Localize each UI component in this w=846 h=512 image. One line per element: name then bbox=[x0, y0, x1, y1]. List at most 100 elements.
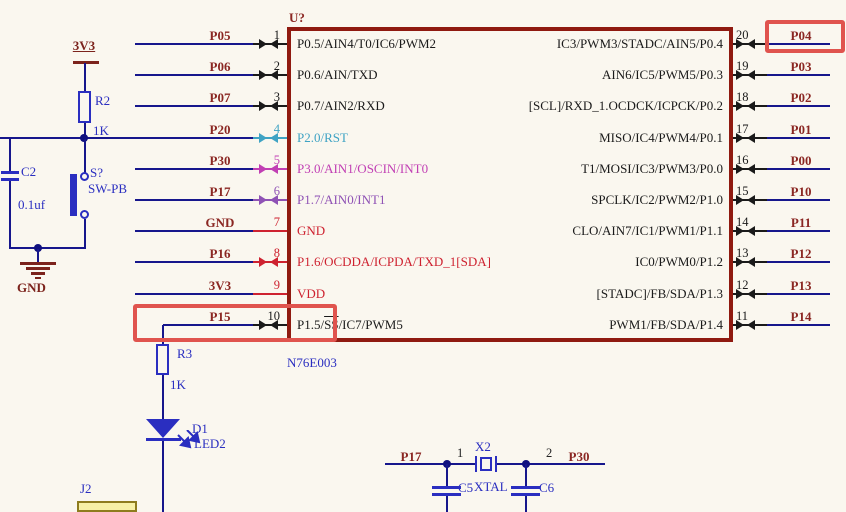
wire bbox=[9, 181, 11, 249]
resistor-r2-value[interactable]: 1K bbox=[93, 123, 109, 138]
resistor-r3[interactable] bbox=[156, 344, 169, 375]
pin-direction-icon bbox=[270, 164, 278, 174]
led-d1[interactable] bbox=[146, 419, 180, 438]
crystal-x2-body[interactable] bbox=[480, 457, 492, 471]
pin-direction-icon bbox=[747, 133, 755, 143]
pin-name-P30: P3.0/AIN1/OSCIN/INT0 bbox=[297, 161, 429, 176]
pin-7[interactable] bbox=[253, 230, 287, 232]
led-d1-value[interactable]: LED2 bbox=[194, 436, 226, 451]
pin-number: 19 bbox=[736, 59, 749, 73]
pin-name-P02: [SCL]/RXD_1.OCDCK/ICPCK/P0.2 bbox=[528, 98, 723, 113]
pin-direction-icon bbox=[736, 133, 744, 143]
net-label-P05[interactable]: P05 bbox=[209, 28, 231, 43]
resistor-r2-designator[interactable]: R2 bbox=[95, 93, 111, 108]
net-label-P16[interactable]: P16 bbox=[209, 246, 231, 261]
switch-designator[interactable]: S? bbox=[90, 165, 103, 180]
wire-P03 bbox=[733, 74, 830, 76]
pin-direction-icon bbox=[747, 70, 755, 80]
pin-number: 10 bbox=[267, 309, 281, 323]
highlight-box-p04[interactable] bbox=[765, 20, 845, 53]
wire bbox=[9, 247, 86, 249]
ic-designator[interactable]: U? bbox=[289, 10, 305, 25]
wire-P06 bbox=[135, 74, 287, 76]
net-label-P12[interactable]: P12 bbox=[790, 246, 812, 261]
pin-name-P06: P0.6/AIN/TXD bbox=[297, 67, 378, 82]
ic-body-n76e003[interactable] bbox=[287, 27, 733, 342]
net-label-P14[interactable]: P14 bbox=[790, 309, 812, 324]
net-label-P13[interactable]: P13 bbox=[790, 278, 812, 293]
capacitor-c5[interactable] bbox=[432, 493, 461, 496]
highlight-box-p15[interactable] bbox=[133, 304, 337, 342]
wire-P01 bbox=[733, 137, 830, 139]
ic-part-number[interactable]: N76E003 bbox=[287, 355, 337, 370]
net-label-P01[interactable]: P01 bbox=[790, 122, 812, 137]
wire-P15 bbox=[163, 324, 287, 326]
pin-direction-icon bbox=[259, 133, 267, 143]
wire bbox=[9, 138, 11, 172]
net-label-3V3[interactable]: 3V3 bbox=[208, 278, 232, 293]
net-label-P07[interactable]: P07 bbox=[209, 90, 231, 105]
net-label-P30[interactable]: P30 bbox=[209, 153, 231, 168]
net-label-P06[interactable]: P06 bbox=[209, 59, 231, 74]
wire-P00 bbox=[733, 168, 830, 170]
wire-P05 bbox=[135, 43, 287, 45]
switch-contact-bottom[interactable] bbox=[80, 210, 89, 219]
net-label-P17[interactable]: P17 bbox=[209, 184, 231, 199]
net-label-P03[interactable]: P03 bbox=[790, 59, 812, 74]
net-label-P10[interactable]: P10 bbox=[790, 184, 812, 199]
capacitor-c6-designator[interactable]: C6 bbox=[539, 480, 555, 495]
connector-j2-designator[interactable]: J2 bbox=[80, 481, 92, 496]
net-label-P20[interactable]: P20 bbox=[209, 122, 231, 137]
pin-9[interactable] bbox=[253, 293, 287, 295]
capacitor-c6[interactable] bbox=[511, 493, 540, 496]
net-label-P15[interactable]: P15 bbox=[209, 309, 231, 324]
capacitor-c5[interactable] bbox=[432, 486, 461, 489]
switch-actuator[interactable] bbox=[70, 174, 77, 216]
wire bbox=[162, 375, 164, 419]
connector-j2-body[interactable] bbox=[77, 501, 137, 512]
led-d1-designator[interactable]: D1 bbox=[192, 421, 208, 436]
wire bbox=[497, 463, 605, 465]
pin-direction-icon bbox=[736, 101, 744, 111]
crystal-x2-value[interactable]: XTAL bbox=[474, 479, 508, 494]
wire-P30 bbox=[135, 168, 287, 170]
net-label-P02[interactable]: P02 bbox=[790, 90, 812, 105]
ground-symbol bbox=[26, 267, 50, 270]
wire-P12 bbox=[733, 261, 830, 263]
crystal-x2[interactable] bbox=[495, 456, 497, 472]
wire-P20 bbox=[0, 137, 287, 139]
crystal-x2[interactable] bbox=[475, 456, 477, 472]
capacitor-c2[interactable] bbox=[1, 178, 19, 181]
net-label-p30[interactable]: P30 bbox=[568, 449, 590, 464]
junction-dot bbox=[34, 244, 42, 252]
pin-direction-icon bbox=[270, 320, 278, 330]
ground-symbol[interactable] bbox=[20, 262, 56, 265]
wire bbox=[84, 123, 86, 138]
net-label-P04[interactable]: P04 bbox=[790, 28, 812, 43]
capacitor-c2-designator[interactable]: C2 bbox=[21, 164, 37, 179]
net-label-GND[interactable]: GND bbox=[205, 215, 235, 230]
net-label-p17[interactable]: P17 bbox=[400, 449, 422, 464]
pin-direction-icon bbox=[270, 101, 278, 111]
net-label-P00[interactable]: P00 bbox=[790, 153, 812, 168]
pin-direction-icon bbox=[259, 70, 267, 80]
capacitor-c2[interactable] bbox=[1, 171, 19, 174]
capacitor-c2-value[interactable]: 0.1uf bbox=[18, 197, 46, 212]
resistor-r3-value[interactable]: 1K bbox=[170, 377, 186, 392]
capacitor-c6[interactable] bbox=[511, 486, 540, 489]
ground-label[interactable]: GND bbox=[17, 280, 46, 295]
resistor-r2[interactable] bbox=[78, 91, 91, 123]
switch-value[interactable]: SW-PB bbox=[88, 181, 128, 196]
pin-direction-icon bbox=[259, 195, 267, 205]
pin-number: 2 bbox=[273, 59, 280, 73]
crystal-x2-designator[interactable]: X2 bbox=[475, 439, 491, 454]
power-port-3v3-label[interactable]: 3V3 bbox=[72, 38, 96, 53]
resistor-r3-designator[interactable]: R3 bbox=[177, 346, 193, 361]
net-label-P11[interactable]: P11 bbox=[790, 215, 812, 230]
pin-number: 9 bbox=[273, 278, 280, 292]
switch-contact-top[interactable] bbox=[80, 172, 89, 181]
pin-number: 14 bbox=[736, 215, 749, 229]
wire-3V3 bbox=[135, 293, 287, 295]
capacitor-c5-designator[interactable]: C5 bbox=[458, 480, 474, 495]
